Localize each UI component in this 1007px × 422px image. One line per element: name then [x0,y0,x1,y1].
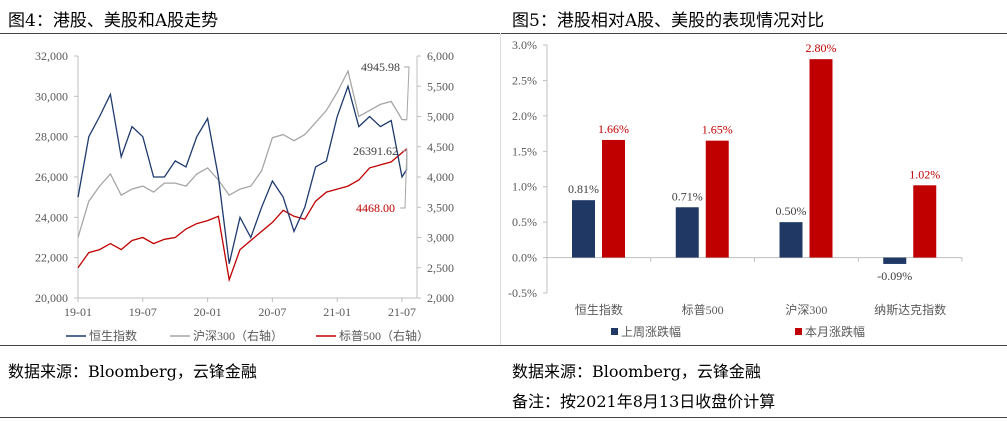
data-label: 1.02% [909,167,940,181]
header-divider [0,33,1007,34]
y-tick-label: 0.5% [512,215,537,229]
bar-week [883,257,907,264]
left-tick-label: 22,000 [35,251,68,265]
data-label: 0.81% [568,182,599,196]
right-tick-label: 6,000 [427,49,454,63]
x-tick-label: 19-07 [129,305,157,319]
left-tick-label: 30,000 [35,89,68,103]
annotation-hsi: 26391.62 [353,144,398,158]
right-tick-label: 4,500 [427,140,454,154]
left-tick-label: 24,000 [35,210,68,224]
x-tick-label: 21-07 [388,305,416,319]
left-tick-label: 26,000 [35,170,68,184]
y-tick-label: 2.0% [512,109,537,123]
y-tick-label: -0.5% [508,286,537,300]
legend-label: 本月涨跌幅 [805,324,865,339]
category-label: 纳斯达克指数 [874,302,946,317]
left-source: 数据来源：Bloomberg，云锋金融 [8,362,257,381]
x-tick-label: 20-01 [194,305,222,319]
y-tick-label: 2.5% [512,73,537,87]
legend-label: 标普500（右轴） [339,328,429,343]
legend-label: 沪深300（右轴） [193,328,283,343]
left-tick-label: 32,000 [35,49,68,63]
bar-chart: -0.5% 0.0% 0.5% 1.0% 1.5% 2.0% 2.5% 3.0% 恒生指数 0.8… [508,38,963,339]
right-tick-label: 3,000 [427,231,454,245]
left-tick-label: 28,000 [35,130,68,144]
bar-week [572,200,595,258]
legend-swatch [611,328,618,335]
bar-month [705,140,729,258]
bar-month [602,139,625,258]
data-label: 0.71% [672,189,703,203]
right-source: 数据来源：Bloomberg，云锋金融 [512,362,761,381]
bar-month [913,185,937,258]
bar-week [675,207,699,258]
footer-divider-top [0,345,1007,346]
x-tick-label: 19-01 [64,305,92,319]
legend-label: 恒生指数 [89,328,137,343]
data-label: 0.50% [776,204,807,218]
x-tick-label: 21-01 [323,305,351,319]
series-line-2 [77,148,408,283]
y-tick-label: 1.5% [512,144,537,158]
y-tick-label: 0.0% [512,251,537,265]
category-label: 恒生指数 [575,302,623,317]
bar-month [809,59,833,258]
series-line-0 [77,84,408,264]
line-chart: 20,000 22,000 24,000 26,000 28,000 30,000 32,0… [35,49,454,343]
y-tick-label: 3.0% [512,38,537,52]
right-note: 备注：按2021年8月13日收盘价计算 [512,392,776,411]
legend-swatch [795,328,802,335]
annotation-csi300: 4945.98 [361,60,400,74]
annotation-spx: 4468.00 [356,201,395,215]
footer-divider-bottom [0,417,1007,418]
data-label: 1.65% [702,123,733,137]
panel-divider [500,33,501,345]
category-label: 标普500 [682,303,724,317]
right-tick-label: 4,000 [427,170,454,184]
right-tick-label: 2,000 [427,291,454,305]
right-tick-label: 2,500 [427,261,454,275]
annotation-leader [400,148,408,209]
bar-week [779,222,803,258]
left-tick-label: 20,000 [35,291,68,305]
annotation-leader [404,66,410,120]
right-tick-label: 3,500 [427,200,454,214]
left-chart-title: 图4：港股、美股和A股走势 [8,11,219,31]
category-label: 沪深300 [785,303,827,317]
right-tick-label: 5,500 [427,79,454,93]
legend-label: 上周涨跌幅 [621,324,681,339]
data-label: 1.66% [598,122,629,136]
right-tick-label: 5,000 [427,110,454,124]
right-chart-title: 图5：港股相对A股、美股的表现情况对比 [512,11,825,31]
y-tick-label: 1.0% [512,180,537,194]
data-label: 2.80% [806,41,837,55]
series-line-1 [77,69,407,238]
data-label: -0.09% [877,269,912,283]
x-tick-label: 20-07 [258,305,286,319]
